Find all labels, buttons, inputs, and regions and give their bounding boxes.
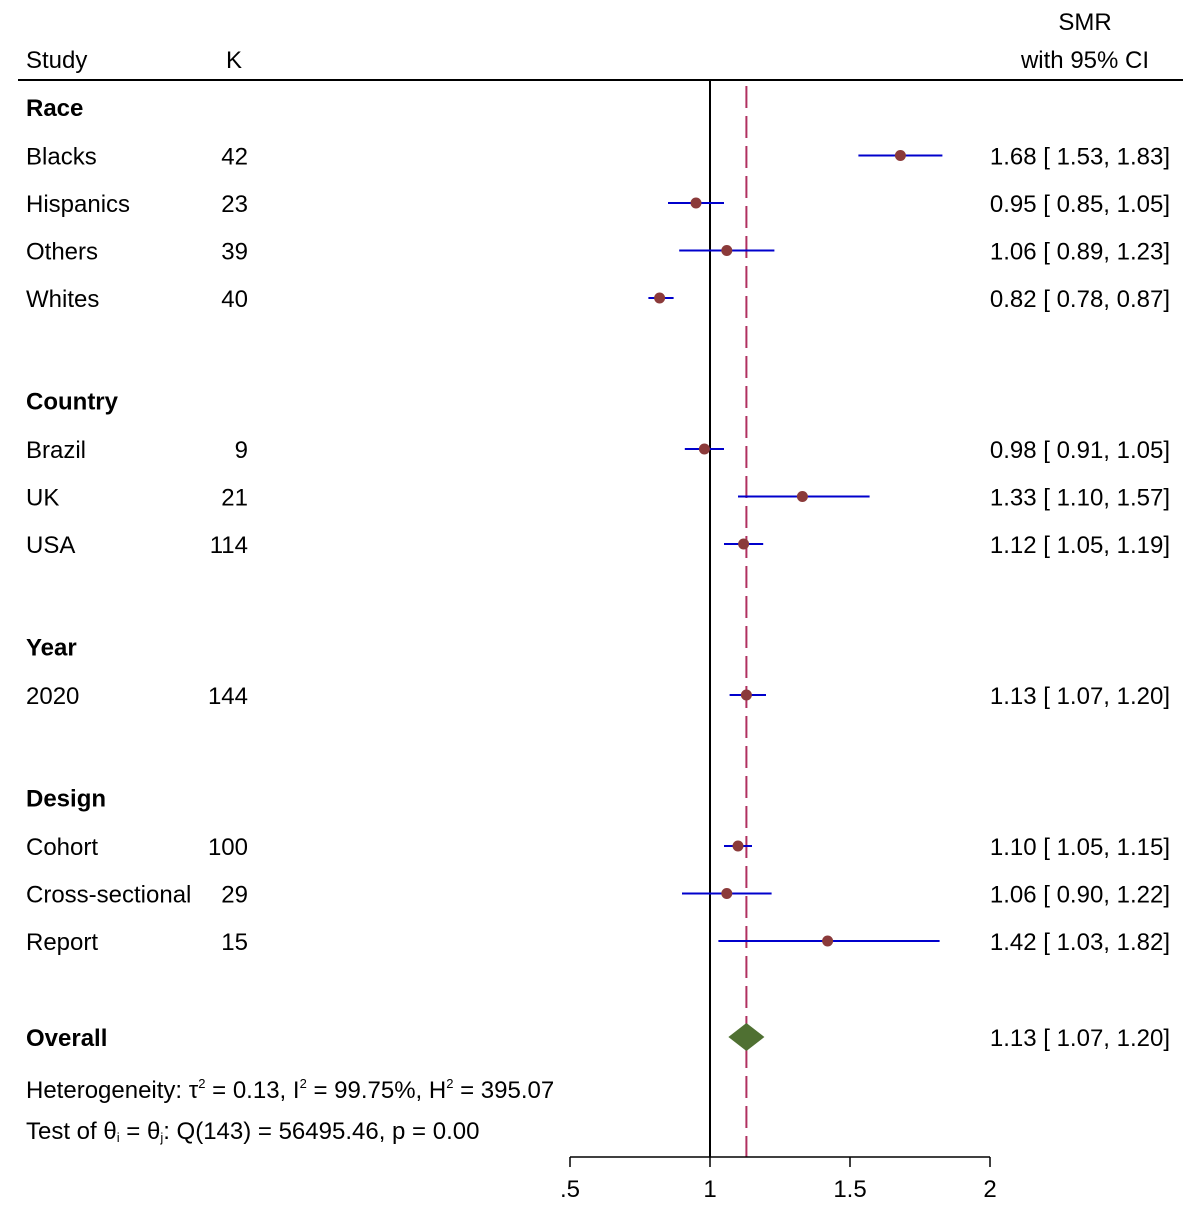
plot-layer: Race Blacks 42 1.68 [ 1.53, 1.83] Hispanics 2… (26, 80, 1170, 1203)
overall-ci-text: 1.13 [ 1.07, 1.20] (990, 1025, 1170, 1052)
row-ci-text: 0.98 [ 0.91, 1.05] (990, 437, 1170, 464)
row-k: 114 (210, 532, 248, 559)
row-label: 2020 (26, 683, 79, 710)
tau-value: = 0.13, I (205, 1077, 300, 1104)
point-estimate (796, 491, 808, 502)
i2-value: = 99.75%, H (306, 1077, 447, 1104)
point-estimate (690, 197, 702, 209)
group-heading: Design (26, 786, 106, 813)
x-tick-label: 1 (703, 1176, 716, 1203)
overall-diamond (728, 1023, 765, 1051)
h-sup: 2 (446, 1076, 454, 1091)
row-label: Whites (26, 286, 99, 313)
i-sup: 2 (299, 1076, 307, 1091)
row-label: Cohort (26, 834, 98, 861)
row-label: Brazil (26, 437, 86, 464)
header-smr: SMR (1058, 9, 1111, 36)
row-label: UK (26, 485, 59, 512)
point-estimate (721, 245, 733, 256)
group-heading: Country (26, 389, 119, 416)
row-k: 23 (221, 191, 248, 218)
heterogeneity-stat: Heterogeneity: τ2 = 0.13, I2 = 99.75%, H… (26, 1070, 554, 1105)
row-k: 21 (221, 485, 248, 512)
point-estimate (740, 689, 752, 701)
row-ci-text: 1.68 [ 1.53, 1.83] (990, 144, 1170, 171)
row-k: 29 (221, 882, 248, 909)
row-label: Others (26, 239, 98, 266)
row-label: Cross-sectional (26, 882, 191, 909)
point-estimate (738, 538, 750, 550)
row-k: 15 (221, 929, 248, 956)
row-ci-text: 1.06 [ 0.89, 1.23] (990, 239, 1170, 266)
row-k: 100 (208, 834, 248, 861)
point-estimate (894, 150, 906, 161)
heterogeneity-prefix: Heterogeneity: τ (26, 1077, 199, 1104)
row-k: 39 (221, 239, 248, 266)
row-ci-text: 1.06 [ 0.90, 1.22] (990, 882, 1170, 909)
group-heading: Race (26, 95, 83, 122)
row-ci-text: 1.13 [ 1.07, 1.20] (990, 683, 1170, 710)
test-q-stat: : Q(143) = 56495.46, p = 0.00 (163, 1118, 480, 1145)
row-ci-text: 1.10 [ 1.05, 1.15] (990, 834, 1170, 861)
row-ci-text: 1.33 [ 1.10, 1.57] (990, 485, 1170, 512)
x-tick-label: .5 (560, 1176, 580, 1203)
row-ci-text: 1.12 [ 1.05, 1.19] (990, 532, 1170, 559)
row-k: 9 (235, 437, 248, 464)
x-tick-label: 2 (983, 1176, 996, 1203)
theta-sub-j: j (160, 1130, 164, 1145)
point-estimate (822, 935, 834, 947)
homogeneity-test: Test of θi = θj: Q(143) = 56495.46, p = … (26, 1118, 479, 1152)
point-estimate (654, 292, 666, 304)
point-estimate (698, 443, 710, 455)
point-estimate (721, 888, 733, 899)
header-with-95-ci: with 95% CI (1020, 47, 1149, 74)
header-study: Study (26, 47, 87, 74)
row-k: 42 (221, 144, 248, 171)
row-label: Hispanics (26, 191, 130, 218)
row-ci-text: 1.42 [ 1.03, 1.82] (990, 929, 1170, 956)
row-ci-text: 0.95 [ 0.85, 1.05] (990, 191, 1170, 218)
row-label: USA (26, 532, 75, 559)
tau-sup: 2 (198, 1076, 206, 1091)
overall-label: Overall (26, 1025, 107, 1052)
row-label: Report (26, 929, 98, 956)
row-k: 40 (221, 286, 248, 313)
test-prefix: Test of θ (26, 1118, 117, 1145)
row-k: 144 (208, 683, 248, 710)
header-k: K (226, 47, 242, 74)
x-tick-label: 1.5 (833, 1176, 866, 1203)
row-label: Blacks (26, 144, 97, 171)
point-estimate (732, 840, 744, 852)
test-mid: = θ (119, 1118, 161, 1145)
group-heading: Year (26, 635, 77, 662)
h2-value: = 395.07 (453, 1077, 555, 1104)
row-ci-text: 0.82 [ 0.78, 0.87] (990, 286, 1170, 313)
theta-sub-i: i (116, 1130, 120, 1145)
